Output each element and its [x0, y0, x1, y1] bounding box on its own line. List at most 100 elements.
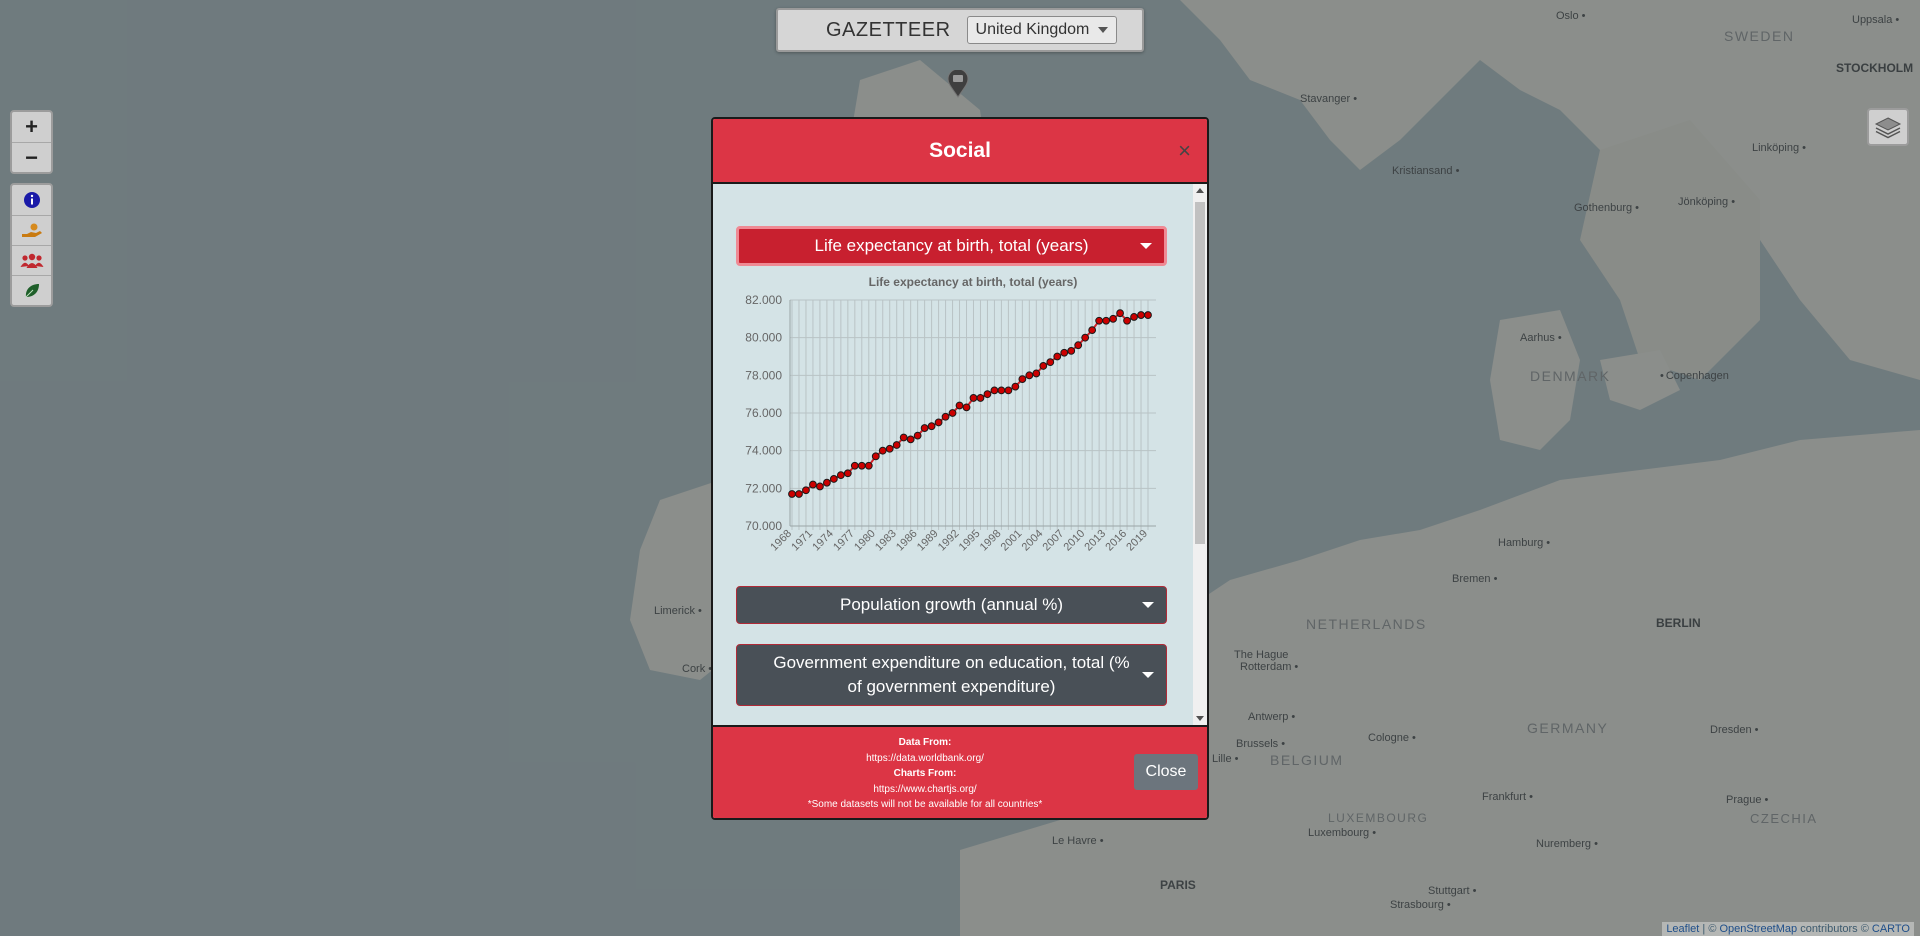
- osm-link[interactable]: OpenStreetMap: [1719, 923, 1798, 935]
- data-point: [795, 490, 803, 498]
- data-point: [1095, 316, 1104, 325]
- x-tick-label: 1998: [978, 528, 1004, 554]
- dropdown-education-expenditure-label: Government expenditure on education, tot…: [773, 653, 1130, 696]
- country-select[interactable]: United Kingdom: [966, 16, 1117, 44]
- x-tick-label: 2016: [1103, 528, 1129, 554]
- data-point: [976, 394, 985, 402]
- scroll-up-icon[interactable]: [1196, 188, 1204, 193]
- life-expectancy-chart: Life expectancy at birth, total (years) 7…: [736, 274, 1176, 579]
- close-button[interactable]: Close: [1134, 754, 1198, 790]
- social-modal: Social × Life expectancy at birth, total…: [711, 117, 1209, 820]
- modal-scrollbar[interactable]: [1193, 184, 1207, 725]
- map-label-stuttgart: Stuttgart: [1428, 885, 1477, 897]
- data-point: [1039, 362, 1048, 370]
- close-icon[interactable]: ×: [1178, 138, 1191, 163]
- data-point: [1018, 375, 1027, 383]
- data-point: [1032, 369, 1041, 378]
- data-point: [885, 444, 894, 453]
- info-button[interactable]: [12, 185, 51, 215]
- map-attribution: Leaflet | © OpenStreetMap contributors ©…: [1662, 922, 1914, 936]
- map-label-copenhagen: Copenhagen: [1660, 370, 1729, 382]
- data-point: [1137, 311, 1145, 319]
- data-point: [1088, 326, 1097, 335]
- hand-coin-icon: [21, 223, 42, 237]
- data-point: [829, 475, 838, 483]
- data-point: [1067, 346, 1076, 355]
- x-tick-label: 2013: [1082, 528, 1108, 554]
- chart-svg: Life expectancy at birth, total (years) 7…: [745, 275, 1156, 554]
- map-label-kristiansand: Kristiansand: [1392, 165, 1459, 177]
- attribution-separator: | ©: [1699, 923, 1720, 935]
- data-point: [1004, 386, 1013, 395]
- map-label-germany: GERMANY: [1527, 720, 1609, 736]
- data-point: [948, 409, 957, 417]
- app-title: GAZETTEER: [826, 18, 951, 41]
- layers-control[interactable]: [1867, 108, 1909, 146]
- data-point: [850, 461, 859, 470]
- data-point: [906, 435, 915, 444]
- data-from-url: https://data.worldbank.org/: [866, 752, 984, 764]
- data-point: [1046, 358, 1055, 367]
- social-button[interactable]: [12, 245, 51, 275]
- map-label-aarhus: Aarhus: [1520, 332, 1562, 344]
- x-tick-label: 1992: [936, 528, 962, 554]
- data-point: [1053, 352, 1062, 361]
- zoom-in-button[interactable]: +: [25, 114, 38, 139]
- map-marker-icon[interactable]: [946, 68, 970, 98]
- map-label-bremen: Bremen: [1452, 573, 1497, 585]
- x-tick-label: 2001: [999, 528, 1025, 554]
- data-point: [823, 478, 831, 487]
- modal-body[interactable]: Life expectancy at birth, total (years) …: [713, 184, 1207, 725]
- economy-button[interactable]: [12, 215, 51, 245]
- data-point: [1144, 311, 1152, 319]
- x-tick-label: 1971: [789, 528, 815, 554]
- dropdown-education-expenditure[interactable]: Government expenditure on education, tot…: [736, 644, 1167, 706]
- data-point: [809, 480, 817, 489]
- data-point: [899, 433, 908, 442]
- availability-note: *Some datasets will not be available for…: [807, 799, 1043, 810]
- map-label-netherlands: NETHERLANDS: [1306, 616, 1427, 632]
- y-tick-label: 74.000: [745, 444, 782, 458]
- zoom-out-button[interactable]: −: [12, 142, 51, 172]
- charts-from-url: https://www.chartjs.org/: [873, 783, 977, 795]
- data-point: [1060, 348, 1069, 357]
- modal-header: Social ×: [713, 119, 1207, 184]
- map-label-luxembourg-city: Luxembourg: [1308, 827, 1376, 839]
- data-point: [927, 422, 936, 431]
- data-point: [1102, 316, 1111, 325]
- x-tick-label: 2004: [1020, 528, 1046, 554]
- map-label-nuremberg: Nuremberg: [1536, 838, 1598, 850]
- map-label-czechia: CZECHIA: [1750, 811, 1818, 826]
- dropdown-life-expectancy[interactable]: Life expectancy at birth, total (years): [736, 226, 1167, 266]
- map-label-lille: Lille: [1212, 753, 1239, 765]
- y-tick-label: 82.000: [745, 293, 782, 307]
- chevron-down-icon: [1097, 27, 1108, 33]
- data-point: [1130, 313, 1138, 321]
- users-icon: [20, 253, 43, 268]
- data-point: [990, 386, 999, 395]
- environment-button[interactable]: [12, 275, 51, 305]
- x-tick-label: 2010: [1061, 528, 1087, 554]
- scroll-down-icon[interactable]: [1196, 716, 1204, 721]
- dropdown-population-growth[interactable]: Population growth (annual %): [736, 586, 1167, 624]
- x-tick-label: 2019: [1124, 528, 1150, 554]
- map-label-denmark: DENMARK: [1530, 368, 1611, 384]
- leaflet-link[interactable]: Leaflet: [1666, 923, 1700, 935]
- map-label-berlin: BERLIN: [1656, 616, 1701, 630]
- map-label-prague: Prague: [1726, 794, 1768, 806]
- data-point: [892, 441, 901, 449]
- data-point: [934, 418, 943, 427]
- data-point: [997, 386, 1006, 395]
- data-point: [962, 403, 971, 412]
- data-point: [955, 401, 964, 410]
- data-point: [788, 490, 796, 498]
- app-header: GAZETTEER United Kingdom: [776, 8, 1144, 52]
- info-toolbar: [10, 183, 53, 307]
- y-tick-label: 80.000: [745, 331, 782, 345]
- map-label-brussels: Brussels: [1236, 738, 1285, 750]
- carto-link[interactable]: CARTO: [1871, 923, 1910, 935]
- x-tick-label: 1980: [852, 528, 878, 554]
- data-point: [983, 390, 992, 399]
- data-point: [836, 471, 845, 480]
- scrollbar-thumb[interactable]: [1195, 202, 1205, 544]
